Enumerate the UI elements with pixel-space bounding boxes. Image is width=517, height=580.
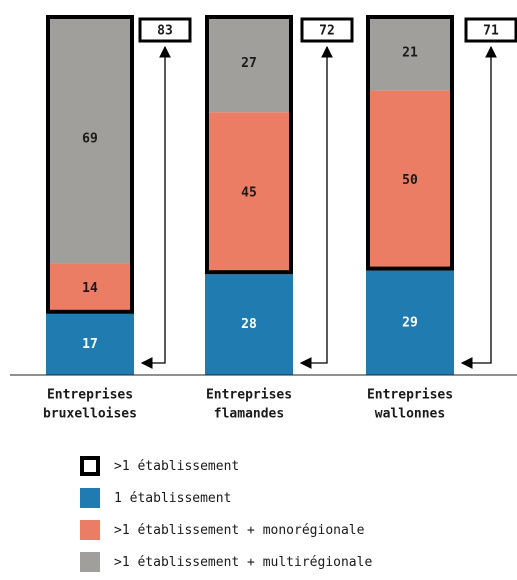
total-arrow [140,45,171,369]
legend-swatch-outline [80,456,100,476]
bar-value-label: 28 [241,317,257,332]
category-label: Entreprises [47,388,133,403]
bar-value-label: 50 [402,173,418,188]
legend-swatch-orange [80,520,100,540]
bar-value-label: 27 [241,56,257,71]
bar-value-label: 17 [82,337,98,352]
category-label: Entreprises [367,388,453,403]
bar-outline-multi [205,15,293,275]
bar-segment-monoregional [205,112,293,275]
bar-segment-single [205,274,293,375]
legend-item-single: 1 établissement [80,488,231,508]
category-label: flamandes [214,407,284,422]
category-label: bruxelloises [43,407,137,422]
total-box [464,17,517,43]
bar-value-label: 29 [402,315,418,330]
category-label: Entreprises [206,388,292,403]
total-value-label: 71 [483,24,499,39]
legend-item-total: >1 établissement [80,456,239,476]
legend-label-total: >1 établissement [114,458,240,474]
total-arrow [460,45,497,369]
total-value-label: 83 [157,24,173,39]
bar-segment-multiregional [366,15,454,91]
bar-segment-monoregional [46,263,134,314]
bar-value-label: 14 [82,281,98,296]
legend-item-multiregional: >1 établissement + multirégionale [80,552,372,572]
legend-label-single: 1 établissement [114,490,232,506]
total-arrow [299,45,333,369]
bar-segment-single [366,270,454,375]
legend-swatch-grey [80,552,100,572]
legend-label-multiregional: >1 établissement + multirégionale [114,554,373,570]
bar-segment-single [46,313,134,375]
bar-value-label: 69 [82,132,98,147]
stacked-bar-chart: 17 14 69 83 Entreprises bruxelloises 28 45 27 72 E… [10,15,517,422]
bar-outline-multi [366,15,454,271]
total-box [300,17,354,43]
bar-value-label: 21 [402,45,418,60]
category-label: wallonnes [375,407,445,422]
total-value-label: 72 [319,24,335,39]
legend-item-monoregional: >1 établissement + monorégionale [80,520,364,540]
bar-outline-multi [46,15,134,314]
legend-label-monoregional: >1 établissement + monorégionale [114,522,365,538]
bar-segment-multiregional [46,15,134,264]
bar-segment-multiregional [205,15,293,113]
legend-swatch-blue [80,488,100,508]
total-box [138,17,192,43]
bar-value-label: 45 [241,186,257,201]
bar-segment-monoregional [366,90,454,271]
